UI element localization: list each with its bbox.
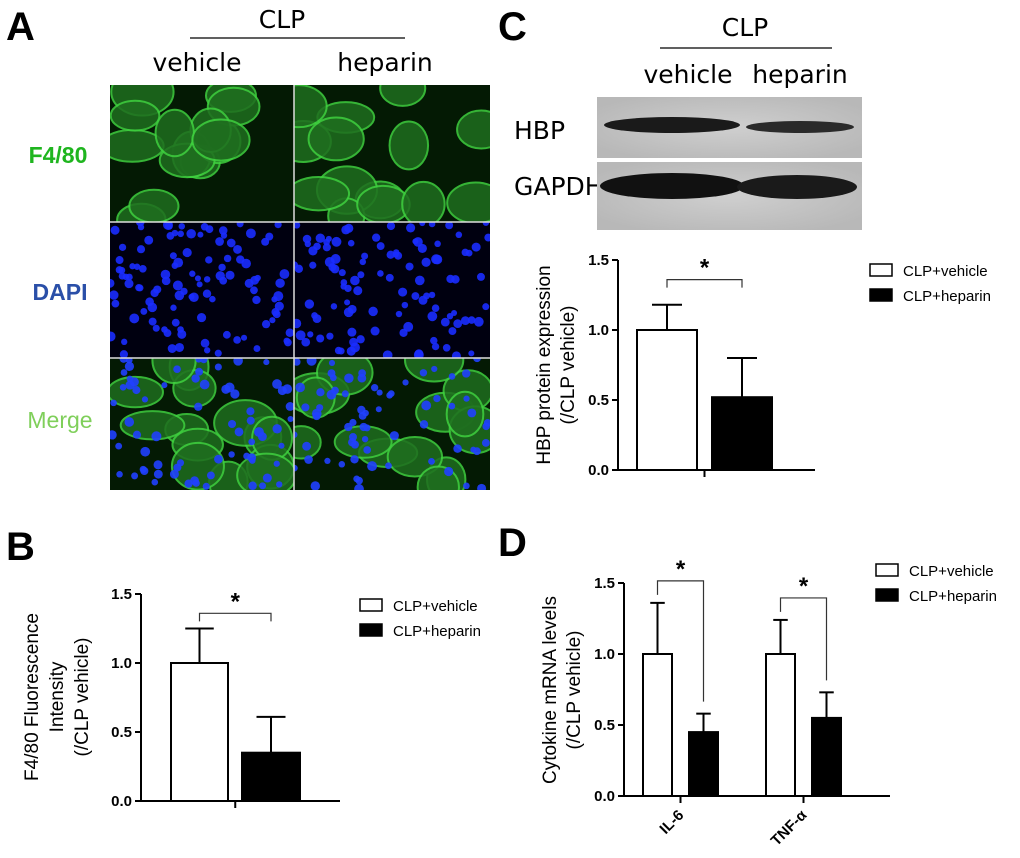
- bar-vehicle: [636, 329, 698, 471]
- a-row-merge: Merge: [27, 407, 92, 433]
- micrograph-f480-heparin: [294, 85, 490, 222]
- c-col-vehicle: vehicle: [643, 60, 732, 89]
- significance-bracket: [198, 612, 272, 622]
- panel-label-c: C: [498, 5, 527, 49]
- significance-bracket: [656, 580, 705, 702]
- y-axis-label: (/CLP vehicle): [72, 638, 93, 757]
- bar-heparin: [711, 396, 773, 472]
- y-tick-label: 1.5: [111, 586, 132, 603]
- chart-d: 0.0 0.5 1.0 1.5 Cytokine mRNA levels (/CLP ve…: [540, 556, 997, 850]
- y-tick-label: 1.5: [588, 252, 609, 269]
- legend-swatch: [359, 623, 383, 637]
- y-tick-label: 0.0: [588, 462, 609, 479]
- a-row-f480: F4/80: [29, 142, 88, 168]
- micrograph-dapi-heparin: [294, 222, 490, 358]
- legend-label: CLP+vehicle: [393, 598, 478, 615]
- bar-heparin: [241, 751, 301, 803]
- bar-heparin: [811, 716, 842, 798]
- band-gapdh-vehicle: [600, 173, 744, 199]
- significance-star: *: [799, 573, 809, 600]
- legend: CLP+vehicle CLP+heparin: [359, 598, 481, 640]
- legend: CLP+vehicle CLP+heparin: [875, 563, 997, 605]
- y-tick-label: 0.0: [111, 793, 132, 810]
- panel-label-b: B: [6, 525, 35, 569]
- legend-swatch: [869, 288, 893, 302]
- a-group-label: CLP: [259, 5, 305, 34]
- band-gapdh-heparin: [737, 175, 857, 199]
- legend-swatch: [869, 263, 893, 277]
- y-tick-label: 0.5: [588, 392, 609, 409]
- y-tick-label: 1.0: [594, 646, 615, 663]
- band-hbp-vehicle: [604, 117, 740, 133]
- chart-c: 0.0 0.5 1.0 1.5 HBP protein expression (/CLP …: [534, 252, 991, 479]
- c-col-heparin: heparin: [752, 60, 847, 89]
- micrograph-dapi-vehicle: [110, 222, 294, 358]
- a-row-dapi: DAPI: [33, 279, 88, 305]
- y-axis-label: F4/80 Fluorescence: [22, 613, 43, 781]
- x-tick-label: IL-6: [656, 807, 687, 838]
- legend-swatch: [875, 563, 899, 577]
- c-group-label: CLP: [722, 13, 768, 42]
- y-tick-label: 1.5: [594, 575, 615, 592]
- western-blot: [597, 97, 862, 230]
- legend-label: CLP+vehicle: [903, 263, 988, 280]
- legend-swatch: [875, 588, 899, 602]
- micrograph-merge-heparin: [294, 358, 490, 490]
- blot-label-hbp: HBP: [514, 116, 565, 145]
- a-col-vehicle: vehicle: [152, 48, 241, 77]
- microscopy-grid: [110, 85, 490, 490]
- y-tick-label: 0.5: [111, 724, 132, 741]
- legend: CLP+vehicle CLP+heparin: [869, 263, 991, 305]
- bar-vehicle: [765, 653, 796, 797]
- a-col-heparin: heparin: [337, 48, 432, 77]
- micrograph-merge-vehicle: [110, 358, 294, 490]
- y-axis-label: HBP protein expression: [534, 265, 555, 464]
- y-tick-label: 1.0: [111, 655, 132, 672]
- y-tick-label: 0.5: [594, 717, 615, 734]
- legend-label: CLP+heparin: [909, 588, 997, 605]
- significance-bracket: [779, 597, 828, 681]
- legend-swatch: [359, 598, 383, 612]
- bar-heparin: [688, 731, 719, 797]
- y-axis-label: Intensity: [47, 661, 68, 732]
- band-hbp-heparin: [746, 121, 854, 133]
- y-tick-label: 1.0: [588, 322, 609, 339]
- bar-vehicle: [170, 662, 229, 802]
- y-axis-label: (/CLP vehicle): [558, 306, 579, 425]
- significance-bracket: [666, 279, 743, 288]
- significance-star: *: [700, 255, 710, 282]
- bar-vehicle: [642, 653, 673, 797]
- y-tick-label: 0.0: [594, 788, 615, 805]
- y-axis-label: Cytokine mRNA levels: [540, 596, 561, 784]
- legend-label: CLP+heparin: [393, 623, 481, 640]
- panel-label-a: A: [6, 5, 35, 49]
- significance-star: *: [231, 588, 241, 615]
- blot-label-gapdh: GAPDH: [514, 172, 604, 201]
- significance-star: *: [676, 556, 686, 583]
- legend-label: CLP+vehicle: [909, 563, 994, 580]
- panel-label-d: D: [498, 521, 527, 565]
- y-axis-label: (/CLP vehicle): [564, 631, 585, 750]
- legend-label: CLP+heparin: [903, 288, 991, 305]
- chart-b: 0.0 0.5 1.0 1.5 F4/80 Fluorescence Intensity(…: [22, 586, 481, 810]
- micrograph-f480-vehicle: [110, 85, 294, 222]
- x-tick-label: TNF-α: [768, 806, 811, 849]
